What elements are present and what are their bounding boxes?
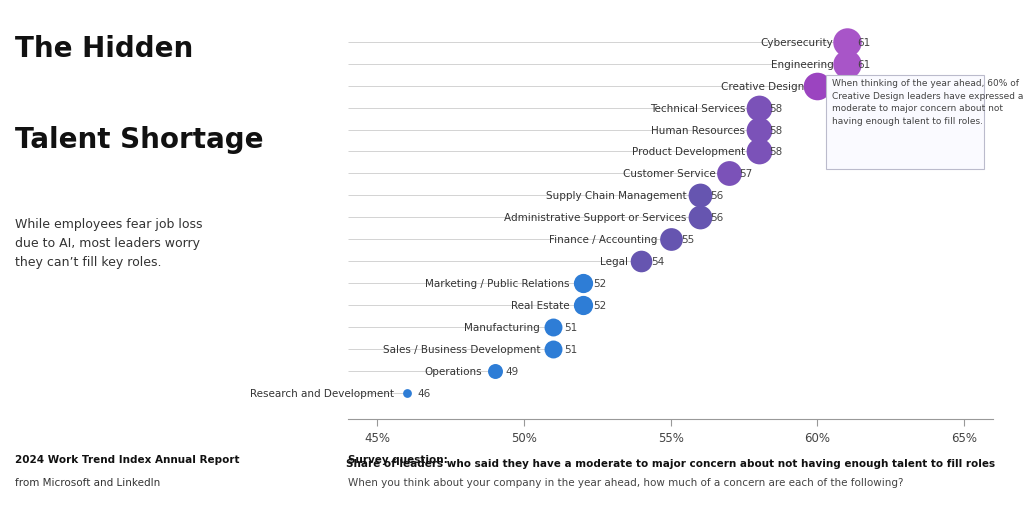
Text: 52: 52 (593, 300, 606, 311)
Text: Finance / Accounting: Finance / Accounting (549, 235, 657, 245)
Text: 54: 54 (651, 257, 665, 267)
Point (663, 236, 679, 244)
Text: 52: 52 (593, 278, 606, 288)
Text: Customer Service: Customer Service (624, 169, 716, 179)
Text: Creative Design: Creative Design (721, 81, 804, 91)
Text: from Microsoft and LinkedIn: from Microsoft and LinkedIn (15, 477, 161, 487)
Point (751, 126, 767, 134)
Text: The Hidden: The Hidden (15, 35, 194, 63)
Text: Administrative Support or Services: Administrative Support or Services (505, 213, 687, 223)
Point (574, 301, 591, 310)
Text: Sales / Business Development: Sales / Business Development (383, 344, 541, 354)
Text: Research and Development: Research and Development (250, 388, 393, 398)
Text: Engineering: Engineering (771, 60, 834, 70)
Text: 55: 55 (681, 235, 694, 245)
Text: Product Development: Product Development (633, 147, 745, 157)
Point (692, 192, 709, 200)
Text: Survey question:: Survey question: (348, 454, 447, 465)
Point (721, 170, 737, 178)
Text: 60: 60 (827, 81, 841, 91)
FancyBboxPatch shape (826, 76, 984, 170)
Point (751, 105, 767, 113)
Text: 56: 56 (711, 191, 724, 201)
Point (633, 258, 649, 266)
Text: While employees fear job loss
due to AI, most leaders worry
they can’t fill key : While employees fear job loss due to AI,… (15, 217, 203, 268)
Text: 56: 56 (711, 213, 724, 223)
Point (839, 39, 855, 47)
Text: 51: 51 (563, 344, 577, 354)
Text: Talent Shortage: Talent Shortage (15, 126, 264, 154)
Text: 57: 57 (739, 169, 753, 179)
Text: 61: 61 (857, 38, 870, 48)
Text: 58: 58 (769, 104, 782, 114)
Text: When thinking of the year ahead, 60% of
Creative Design leaders have expressed a: When thinking of the year ahead, 60% of … (833, 79, 1023, 125)
Text: 51: 51 (563, 322, 577, 332)
X-axis label: Share of leaders who said they have a moderate to major concern about not having: Share of leaders who said they have a mo… (346, 458, 995, 468)
Text: Human Resources: Human Resources (651, 125, 745, 135)
Text: Marketing / Public Relations: Marketing / Public Relations (425, 278, 569, 288)
Text: Technical Services: Technical Services (650, 104, 745, 114)
Text: 58: 58 (769, 125, 782, 135)
Point (751, 148, 767, 156)
Text: 2024 Work Trend Index Annual Report: 2024 Work Trend Index Annual Report (15, 454, 240, 465)
Text: 49: 49 (505, 366, 518, 376)
Point (839, 61, 855, 69)
Text: Cybersecurity: Cybersecurity (761, 38, 834, 48)
Text: Legal: Legal (600, 257, 628, 267)
Text: 46: 46 (417, 388, 430, 398)
Point (809, 82, 825, 90)
Text: 58: 58 (769, 147, 782, 157)
Text: 61: 61 (857, 60, 870, 70)
Text: Real Estate: Real Estate (511, 300, 569, 311)
Text: Manufacturing: Manufacturing (465, 322, 541, 332)
Point (545, 323, 561, 331)
Text: Operations: Operations (424, 366, 481, 376)
Point (574, 279, 591, 287)
Text: When you think about your company in the year ahead, how much of a concern are e: When you think about your company in the… (348, 477, 903, 487)
Point (545, 345, 561, 353)
Point (486, 367, 503, 375)
Text: Supply Chain Management: Supply Chain Management (546, 191, 687, 201)
Point (398, 389, 415, 397)
Point (692, 214, 709, 222)
